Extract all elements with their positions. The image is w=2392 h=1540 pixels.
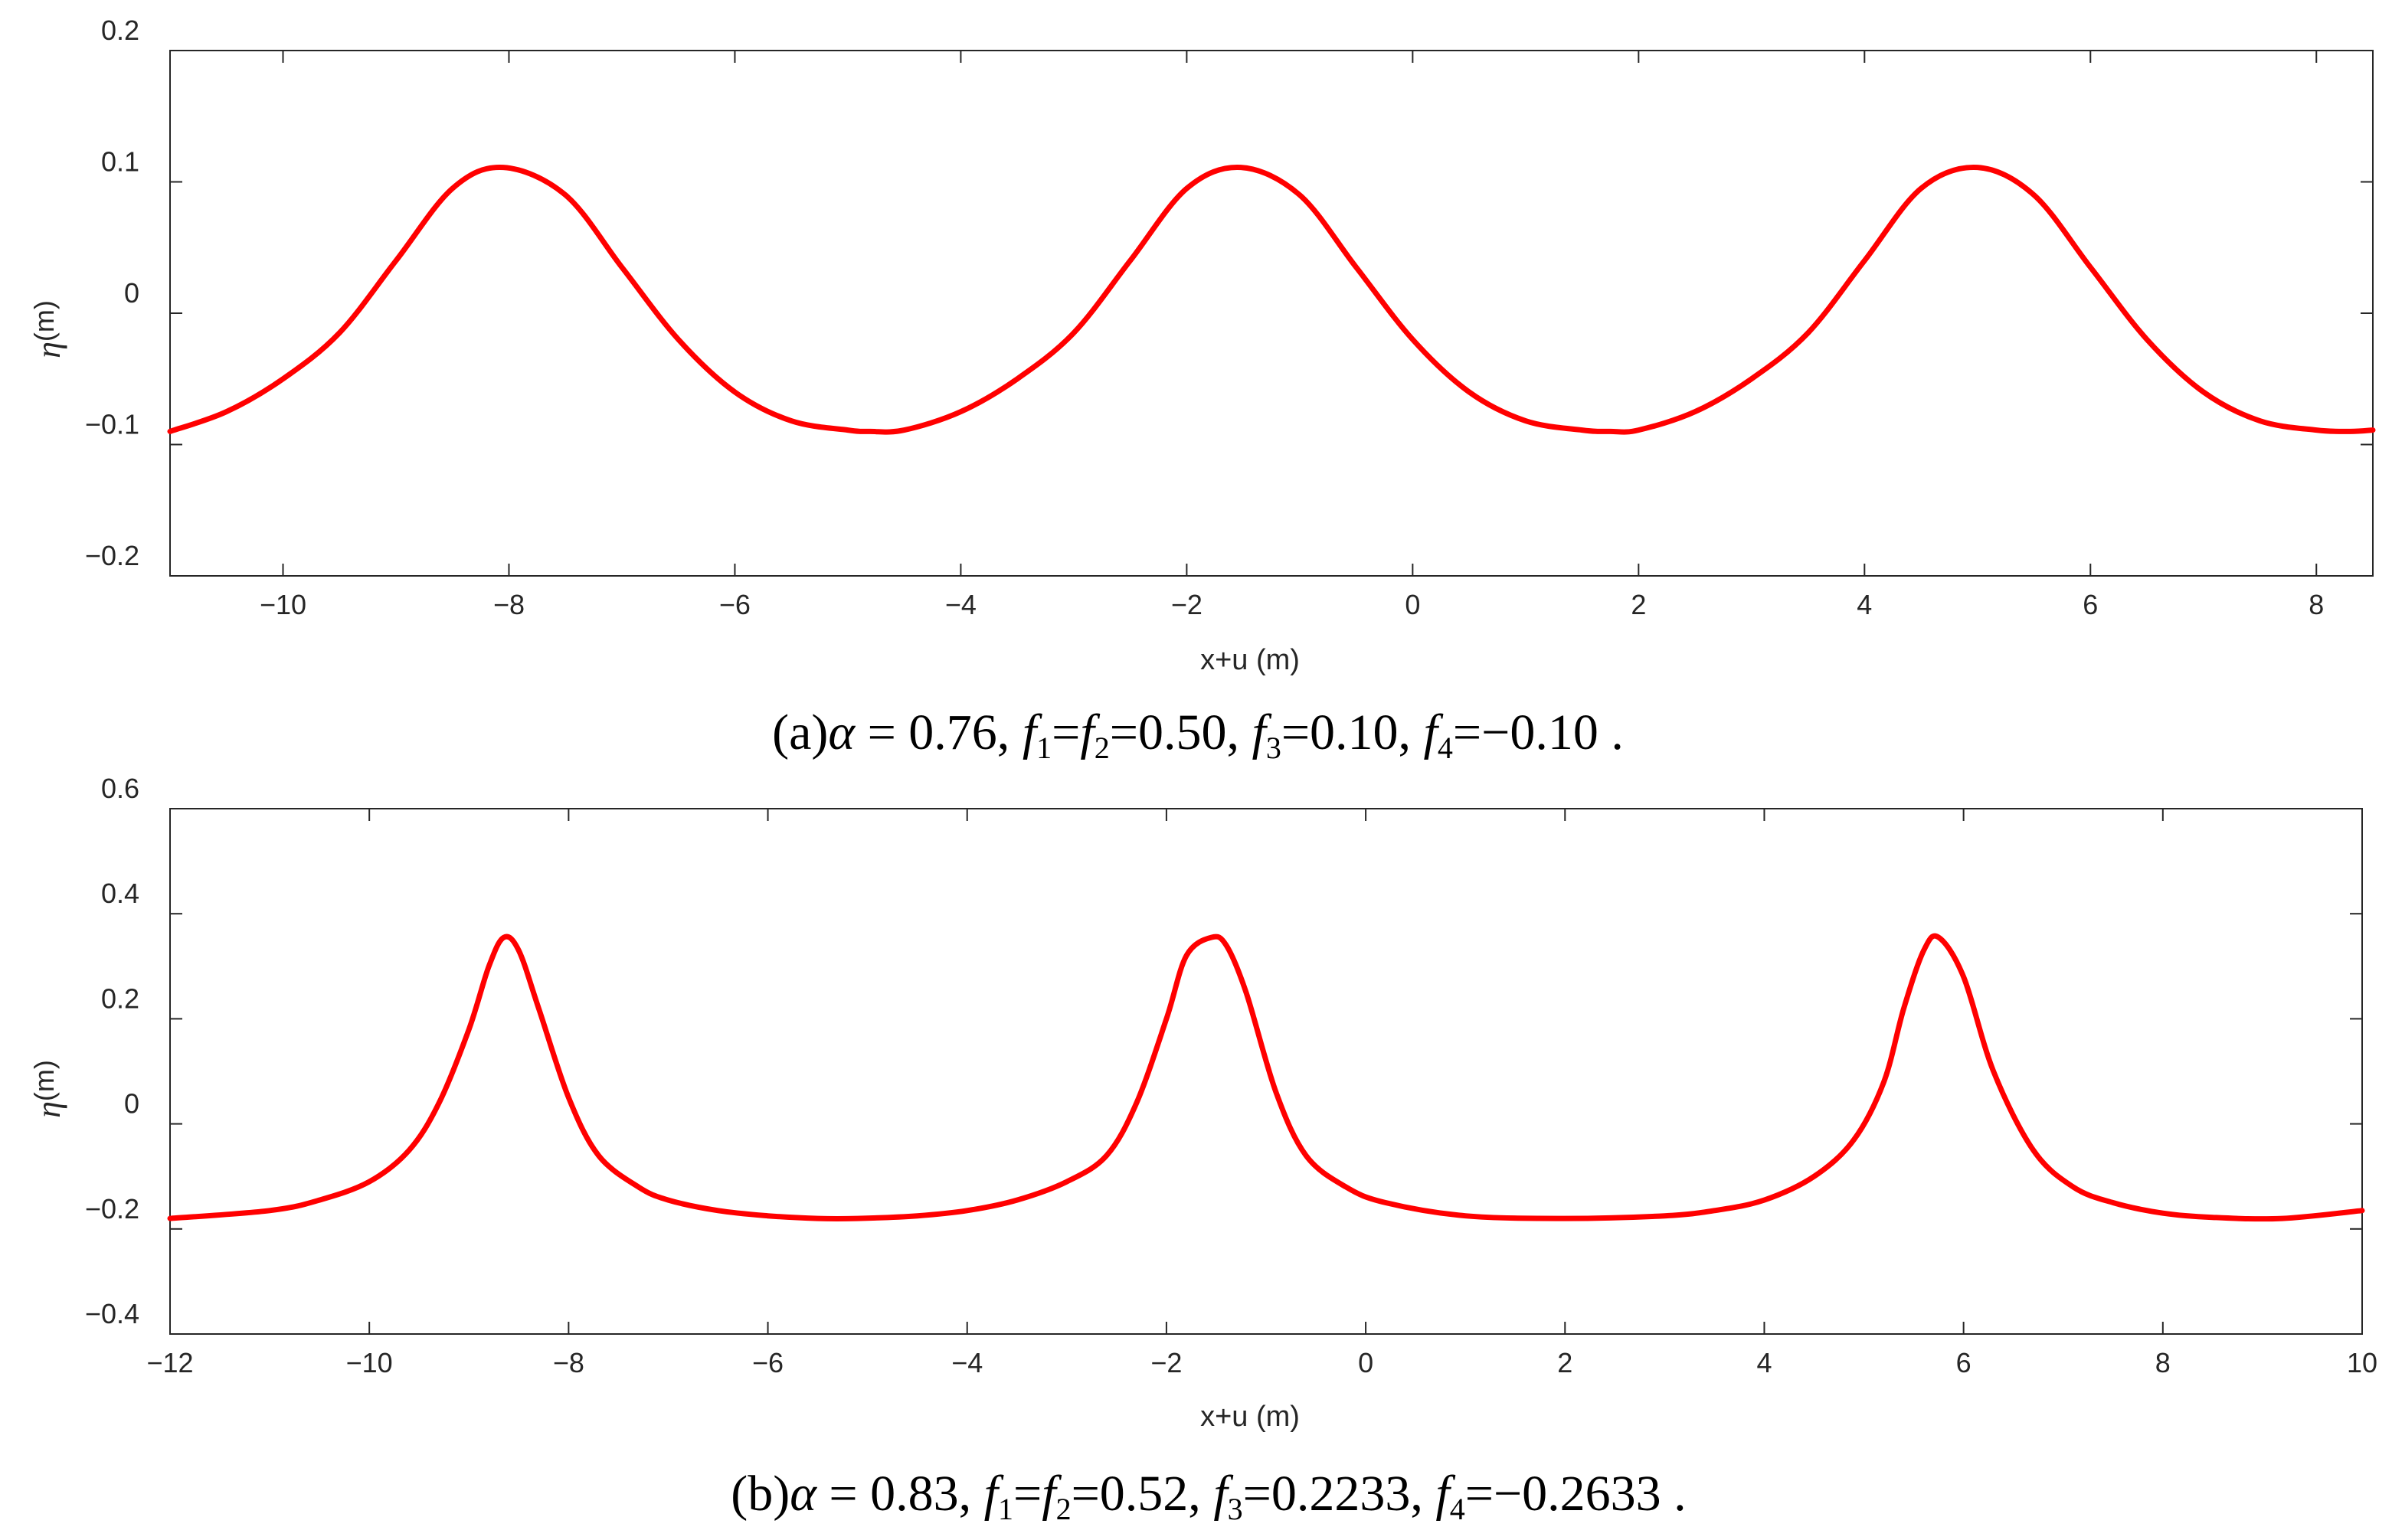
x-tick-label-b: 2 xyxy=(1557,1347,1572,1378)
x-tick-label-a: −8 xyxy=(493,589,525,620)
x-tick-label-a: 8 xyxy=(2309,589,2324,620)
y-unit-a: (m) xyxy=(28,300,60,342)
y-tick-label-a: 0 xyxy=(124,277,139,309)
y-symbol-b: η xyxy=(30,1101,67,1118)
x-axis-title-b: x+u (m) xyxy=(1200,1401,1300,1433)
x-tick-label-a: 2 xyxy=(1631,589,1646,620)
y-axis-b: −0.4 −0.2 0 0.2 0.4 0.6 xyxy=(85,773,2362,1335)
x-tick-label-b: 4 xyxy=(1756,1347,1772,1378)
y-axis-title-a: η(m) xyxy=(28,300,67,358)
panel-b: −12 −10 −8 −6 −4 −2 0 2 4 6 8 10 −0.4 −0.2 0 0.2 0.4 0.6… xyxy=(28,773,2377,1526)
x-tick-label-b: 0 xyxy=(1358,1347,1373,1378)
series-line-b xyxy=(167,933,2365,1222)
y-axis-title-b: η(m) xyxy=(28,1060,67,1118)
x-tick-label-b: −8 xyxy=(553,1347,584,1378)
y-tick-label-b: 0 xyxy=(124,1088,139,1120)
y-tick-label-a: 0.1 xyxy=(101,146,139,178)
caption-a: (a)α = 0.76, f1=f2=0.50, f3=0.10, f4=−0.… xyxy=(772,705,1624,765)
x-tick-label-a: −6 xyxy=(719,589,751,620)
x-tick-label-b: −10 xyxy=(346,1347,393,1378)
svg-text:η(m): η(m) xyxy=(28,1060,67,1118)
x-tick-label-a: 0 xyxy=(1405,589,1420,620)
x-tick-label-a: −2 xyxy=(1171,589,1203,620)
plot-frame-b xyxy=(169,808,2363,1335)
x-tick-label-b: 6 xyxy=(1956,1347,1972,1378)
x-tick-label-b: −12 xyxy=(146,1347,193,1378)
y-tick-label-a: −0.2 xyxy=(85,540,139,571)
y-axis-a: −0.2 −0.1 0 0.1 0.2 xyxy=(85,15,2373,577)
y-tick-label-b: 0.2 xyxy=(101,983,139,1014)
x-tick-label-b: −6 xyxy=(752,1347,784,1378)
y-tick-label-b: 0.6 xyxy=(101,773,139,804)
y-unit-b: (m) xyxy=(28,1060,60,1101)
x-axis-a: −10 −8 −6 −4 −2 0 2 4 6 8 xyxy=(260,51,2324,620)
caption-b: (b)α = 0.83, f1=f2=0.52, f3=0.2233, f4=−… xyxy=(731,1466,1686,1526)
x-tick-label-a: 4 xyxy=(1857,589,1872,620)
plot-frame-a xyxy=(169,50,2374,577)
y-tick-label-b: −0.2 xyxy=(85,1193,139,1224)
x-axis-title-a: x+u (m) xyxy=(1200,644,1300,676)
x-tick-label-a: −4 xyxy=(945,589,977,620)
y-tick-label-a: −0.1 xyxy=(85,409,139,440)
y-tick-label-b: 0.4 xyxy=(101,878,139,909)
x-tick-label-b: 8 xyxy=(2155,1347,2171,1378)
x-axis-b: −12 −10 −8 −6 −4 −2 0 2 4 6 8 10 xyxy=(146,809,2377,1378)
svg-text:η(m): η(m) xyxy=(28,300,67,358)
series-line-a xyxy=(167,164,2376,435)
x-tick-label-b: 10 xyxy=(2347,1347,2377,1378)
y-tick-label-b: −0.4 xyxy=(85,1298,139,1329)
x-tick-label-b: −2 xyxy=(1150,1347,1182,1378)
y-tick-label-a: 0.2 xyxy=(101,15,139,46)
x-tick-label-b: −4 xyxy=(951,1347,983,1378)
x-tick-label-a: −10 xyxy=(260,589,306,620)
x-tick-label-a: 6 xyxy=(2083,589,2098,620)
y-symbol-a: η xyxy=(30,342,67,358)
panel-a: −10 −8 −6 −4 −2 0 2 4 6 8 −0.2 −0.1 0 0.1 0.2 x+u (m)… xyxy=(28,15,2376,765)
